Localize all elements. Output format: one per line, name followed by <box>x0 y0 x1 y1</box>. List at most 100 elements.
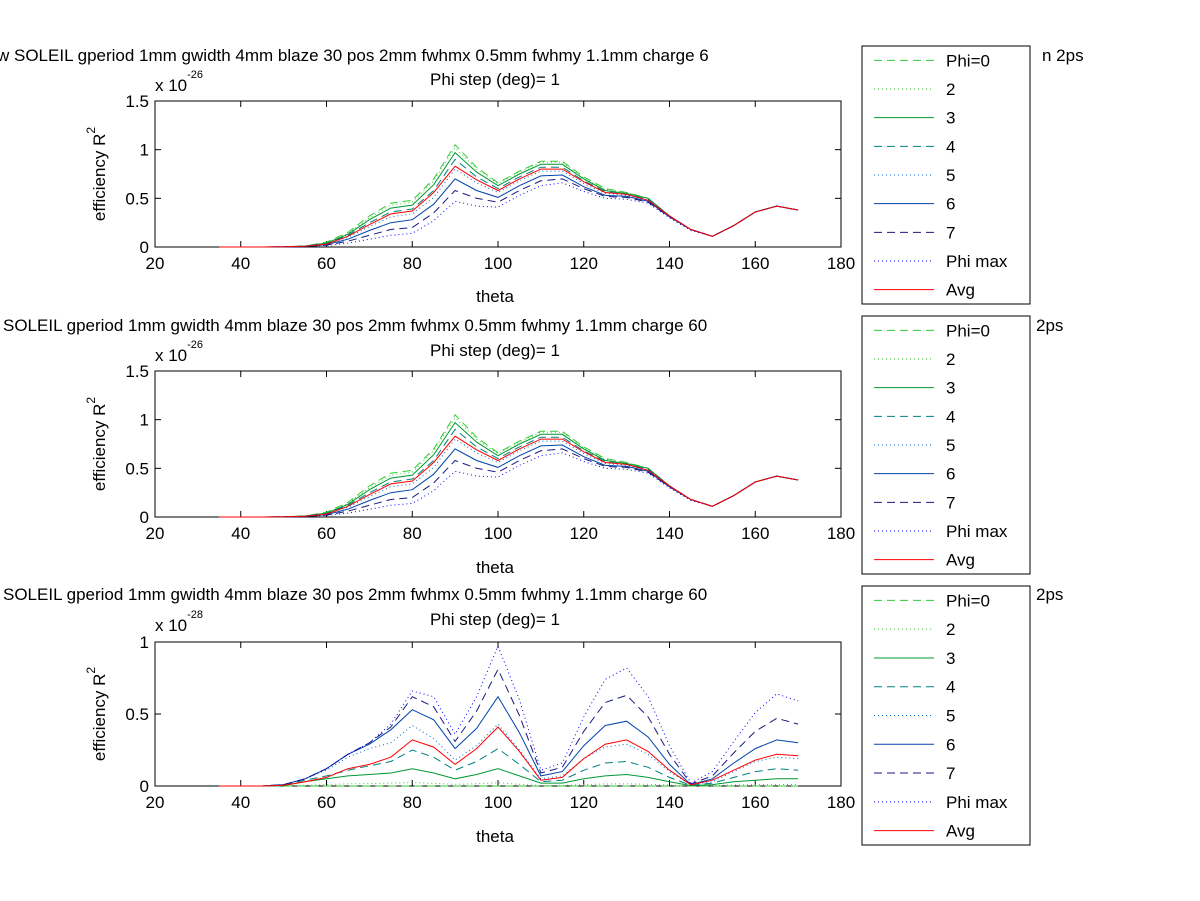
subplot-2-exponent-base: x 10 <box>155 346 187 365</box>
legend-label: Phi max <box>946 793 1008 812</box>
subplot-2-xlabel: theta <box>476 558 514 577</box>
x-tick-label: 60 <box>317 524 336 543</box>
legend-label: 7 <box>946 764 955 783</box>
x-tick-label: 20 <box>146 793 165 812</box>
subplot-1-exponent-power: -26 <box>187 69 203 81</box>
series-line-avg <box>219 165 799 248</box>
legend-label: 2 <box>946 80 955 99</box>
y-tick-label: 1 <box>140 633 149 652</box>
legend-label: 2 <box>946 620 955 639</box>
subplot-1-title-tail: n 2ps <box>1042 46 1084 65</box>
legend-label: 3 <box>946 109 955 128</box>
x-tick-label: 60 <box>317 793 336 812</box>
subplot-1-ylabel: efficiency R2 <box>84 127 109 222</box>
subplot-1-ylabel-sup: 2 <box>84 127 98 134</box>
x-tick-label: 120 <box>570 793 598 812</box>
subplot-3-xlabel: theta <box>476 827 514 846</box>
subplot-3-ylabel-sup: 2 <box>84 667 98 674</box>
y-tick-label: 0 <box>140 777 149 796</box>
x-tick-label: 180 <box>827 254 855 273</box>
x-tick-label: 80 <box>403 793 422 812</box>
x-tick-label: 120 <box>570 254 598 273</box>
subplot-2-ylabel: efficiency R2 <box>84 397 109 492</box>
legend-label: Phi max <box>946 522 1008 541</box>
legend-label: 5 <box>946 436 955 455</box>
subplot-2-legend: Phi=0 2 3 4 5 6 7 Phi max Avg <box>861 315 1031 575</box>
y-tick-label: 0.5 <box>125 459 149 478</box>
x-tick-label: 140 <box>655 793 683 812</box>
y-tick-label: 1 <box>140 411 149 430</box>
legend-label: 4 <box>946 137 955 156</box>
series-line-5 <box>219 723 799 787</box>
legend-label: Phi=0 <box>946 591 990 610</box>
x-tick-label: 100 <box>484 254 512 273</box>
y-tick-label: 1.5 <box>125 92 149 111</box>
subplot-3-exponent-base: x 10 <box>155 616 187 635</box>
subplot-1-xlabel: theta <box>476 287 514 306</box>
legend-label: 5 <box>946 166 955 185</box>
subplot-3-legend: Phi=0 2 3 4 5 6 7 Phi max Avg <box>861 585 1031 846</box>
series-line-avg <box>219 726 799 787</box>
legend-label: 6 <box>946 195 955 214</box>
x-tick-label: 180 <box>827 793 855 812</box>
subplot-3-title-tail: 2ps <box>1036 585 1063 604</box>
y-tick-label: 1.5 <box>125 362 149 381</box>
x-tick-label: 160 <box>741 793 769 812</box>
series-line-phi-max <box>219 182 799 248</box>
legend-label: 6 <box>946 465 955 484</box>
x-tick-label: 80 <box>403 254 422 273</box>
subplot-2-title-tail: 2ps <box>1036 316 1063 335</box>
x-tick-label: 160 <box>741 254 769 273</box>
x-tick-label: 180 <box>827 524 855 543</box>
legend-label: 4 <box>946 678 955 697</box>
subplot-1-exponent: x 10-26 <box>155 69 203 95</box>
subplot-1-ylabel-main: efficiency R <box>90 134 109 222</box>
legend-label: 5 <box>946 707 955 726</box>
subplot-3-exponent-power: -28 <box>187 609 203 621</box>
series-line-3 <box>219 768 799 787</box>
y-tick-label: 0 <box>140 238 149 257</box>
subplot-3-subtitle: Phi step (deg)= 1 <box>430 610 560 629</box>
x-tick-label: 160 <box>741 524 769 543</box>
x-tick-label: 140 <box>655 254 683 273</box>
series-line-phi-max <box>219 644 799 787</box>
subplot-2-exponent: x 10-26 <box>155 339 203 365</box>
subplot-1-plot-area: 20 40 60 80 100 120 140 160 180 0 0.5 1 1.5 <box>125 92 855 273</box>
legend-label: 4 <box>946 407 955 426</box>
legend-label: 3 <box>946 649 955 668</box>
subplot-3-ylabel: efficiency R2 <box>84 667 109 762</box>
legend-label: 7 <box>946 493 955 512</box>
x-tick-label: 140 <box>655 524 683 543</box>
x-tick-label: 100 <box>484 793 512 812</box>
y-tick-label: 0 <box>140 508 149 527</box>
subplot-3-plot-area: 20 40 60 80 100 120 140 160 180 0 0.5 1 <box>125 633 855 812</box>
subplot-3-exponent: x 10-28 <box>155 609 203 635</box>
y-tick-label: 0.5 <box>125 189 149 208</box>
subplot-2-exponent-power: -26 <box>187 339 203 351</box>
subplot-2-ylabel-sup: 2 <box>84 397 98 404</box>
subplot-2-subtitle: Phi step (deg)= 1 <box>430 341 560 360</box>
legend-label: Avg <box>946 281 975 300</box>
x-tick-label: 40 <box>231 524 250 543</box>
subplot-2-title: SOLEIL gperiod 1mm gwidth 4mm blaze 30 p… <box>3 316 707 335</box>
subplot-1-title: w SOLEIL gperiod 1mm gwidth 4mm blaze 30… <box>0 46 709 65</box>
legend-label: 3 <box>946 379 955 398</box>
y-tick-label: 0.5 <box>125 705 149 724</box>
legend-label: Phi=0 <box>946 321 990 340</box>
x-tick-label: 60 <box>317 254 336 273</box>
series-line-4 <box>219 747 799 787</box>
subplot-1-subtitle: Phi step (deg)= 1 <box>430 70 560 89</box>
legend-label: 7 <box>946 223 955 242</box>
subplot-3-title: SOLEIL gperiod 1mm gwidth 4mm blaze 30 p… <box>3 585 707 604</box>
x-tick-label: 40 <box>231 793 250 812</box>
x-tick-label: 120 <box>570 524 598 543</box>
legend-label: 2 <box>946 350 955 369</box>
series-line-7 <box>219 668 799 787</box>
x-tick-label: 100 <box>484 524 512 543</box>
legend-label: Avg <box>946 551 975 570</box>
subplot-1: w SOLEIL gperiod 1mm gwidth 4mm blaze 30… <box>0 45 1084 306</box>
subplot-2-ylabel-main: efficiency R <box>90 404 109 492</box>
series-line-2 <box>219 781 799 787</box>
legend-label: 6 <box>946 735 955 754</box>
